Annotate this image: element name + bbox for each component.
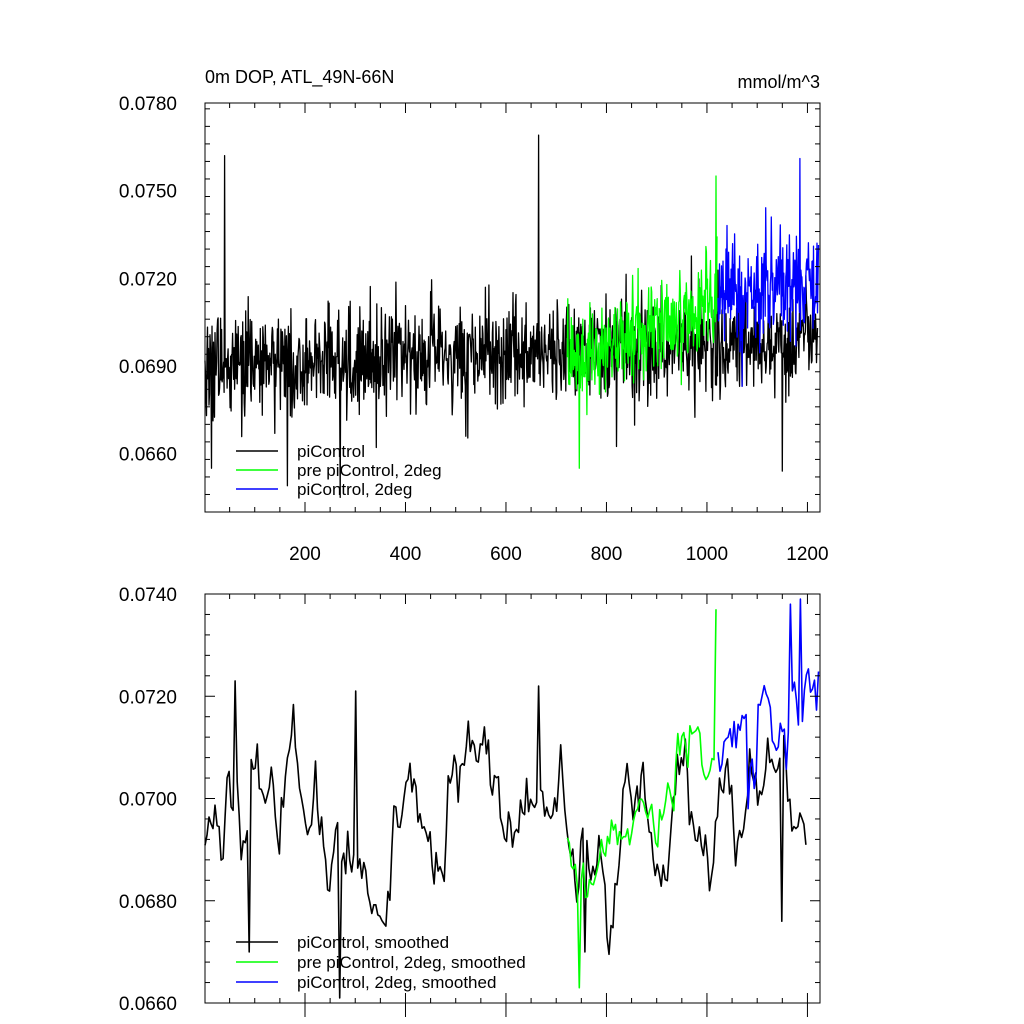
series-line-1 (566, 609, 717, 989)
x-tick-label: 800 (591, 544, 623, 565)
top-panel-axes: 200 400 600 800 1000 1200 0.0780 0.0750 0.0720 0.… (119, 94, 829, 565)
x-tick-label: 1000 (686, 544, 728, 565)
bottom-panel-series (204, 598, 820, 999)
legend-label-2: piControl, 2deg, smoothed (297, 973, 496, 992)
x-tick-label: 400 (390, 544, 422, 565)
y-tick-label: 0.0780 (119, 94, 177, 115)
y-tick-label: 0.0750 (119, 182, 177, 203)
series-line-2 (717, 598, 820, 810)
x-tick-label: 1200 (786, 544, 828, 565)
top-panel-title: 0m DOP, ATL_49N-66N (205, 67, 394, 88)
series-line-0 (204, 680, 807, 999)
x-tick-label: 200 (289, 544, 321, 565)
plot-frame (204, 102, 821, 513)
bottom-panel: 0.0740 0.0720 0.0700 0.0680 0.0660 piControl… (119, 585, 821, 1017)
top-panel: 0m DOP, ATL_49N-66N mmol/m^3 200 400 600 80… (119, 67, 829, 565)
bottom-panel-axes: 0.0740 0.0720 0.0700 0.0680 0.0660 (119, 585, 821, 1017)
legend-label-2: piControl, 2deg (297, 480, 412, 499)
series-line-2 (717, 157, 820, 388)
legend-label-0: piControl, smoothed (297, 933, 449, 952)
y-tick-label: 0.0720 (119, 269, 177, 290)
y-tick-label: 0.0740 (119, 585, 177, 606)
top-panel-series (204, 134, 820, 499)
legend-label-0: piControl (297, 442, 365, 461)
y-tick-label: 0.0680 (119, 892, 177, 913)
y-tick-label: 0.0690 (119, 357, 177, 378)
x-tick-label: 600 (490, 544, 522, 565)
y-tick-label: 0.0720 (119, 687, 177, 708)
legend-label-1: pre piControl, 2deg (297, 461, 442, 480)
legend-label-1: pre piControl, 2deg, smoothed (297, 953, 526, 972)
top-panel-units: mmol/m^3 (738, 72, 820, 92)
series-line-0 (204, 134, 819, 499)
y-tick-label: 0.0700 (119, 790, 177, 811)
series-line-1 (566, 175, 718, 469)
y-tick-label: 0.0660 (119, 445, 177, 466)
y-tick-label: 0.0660 (119, 994, 177, 1015)
